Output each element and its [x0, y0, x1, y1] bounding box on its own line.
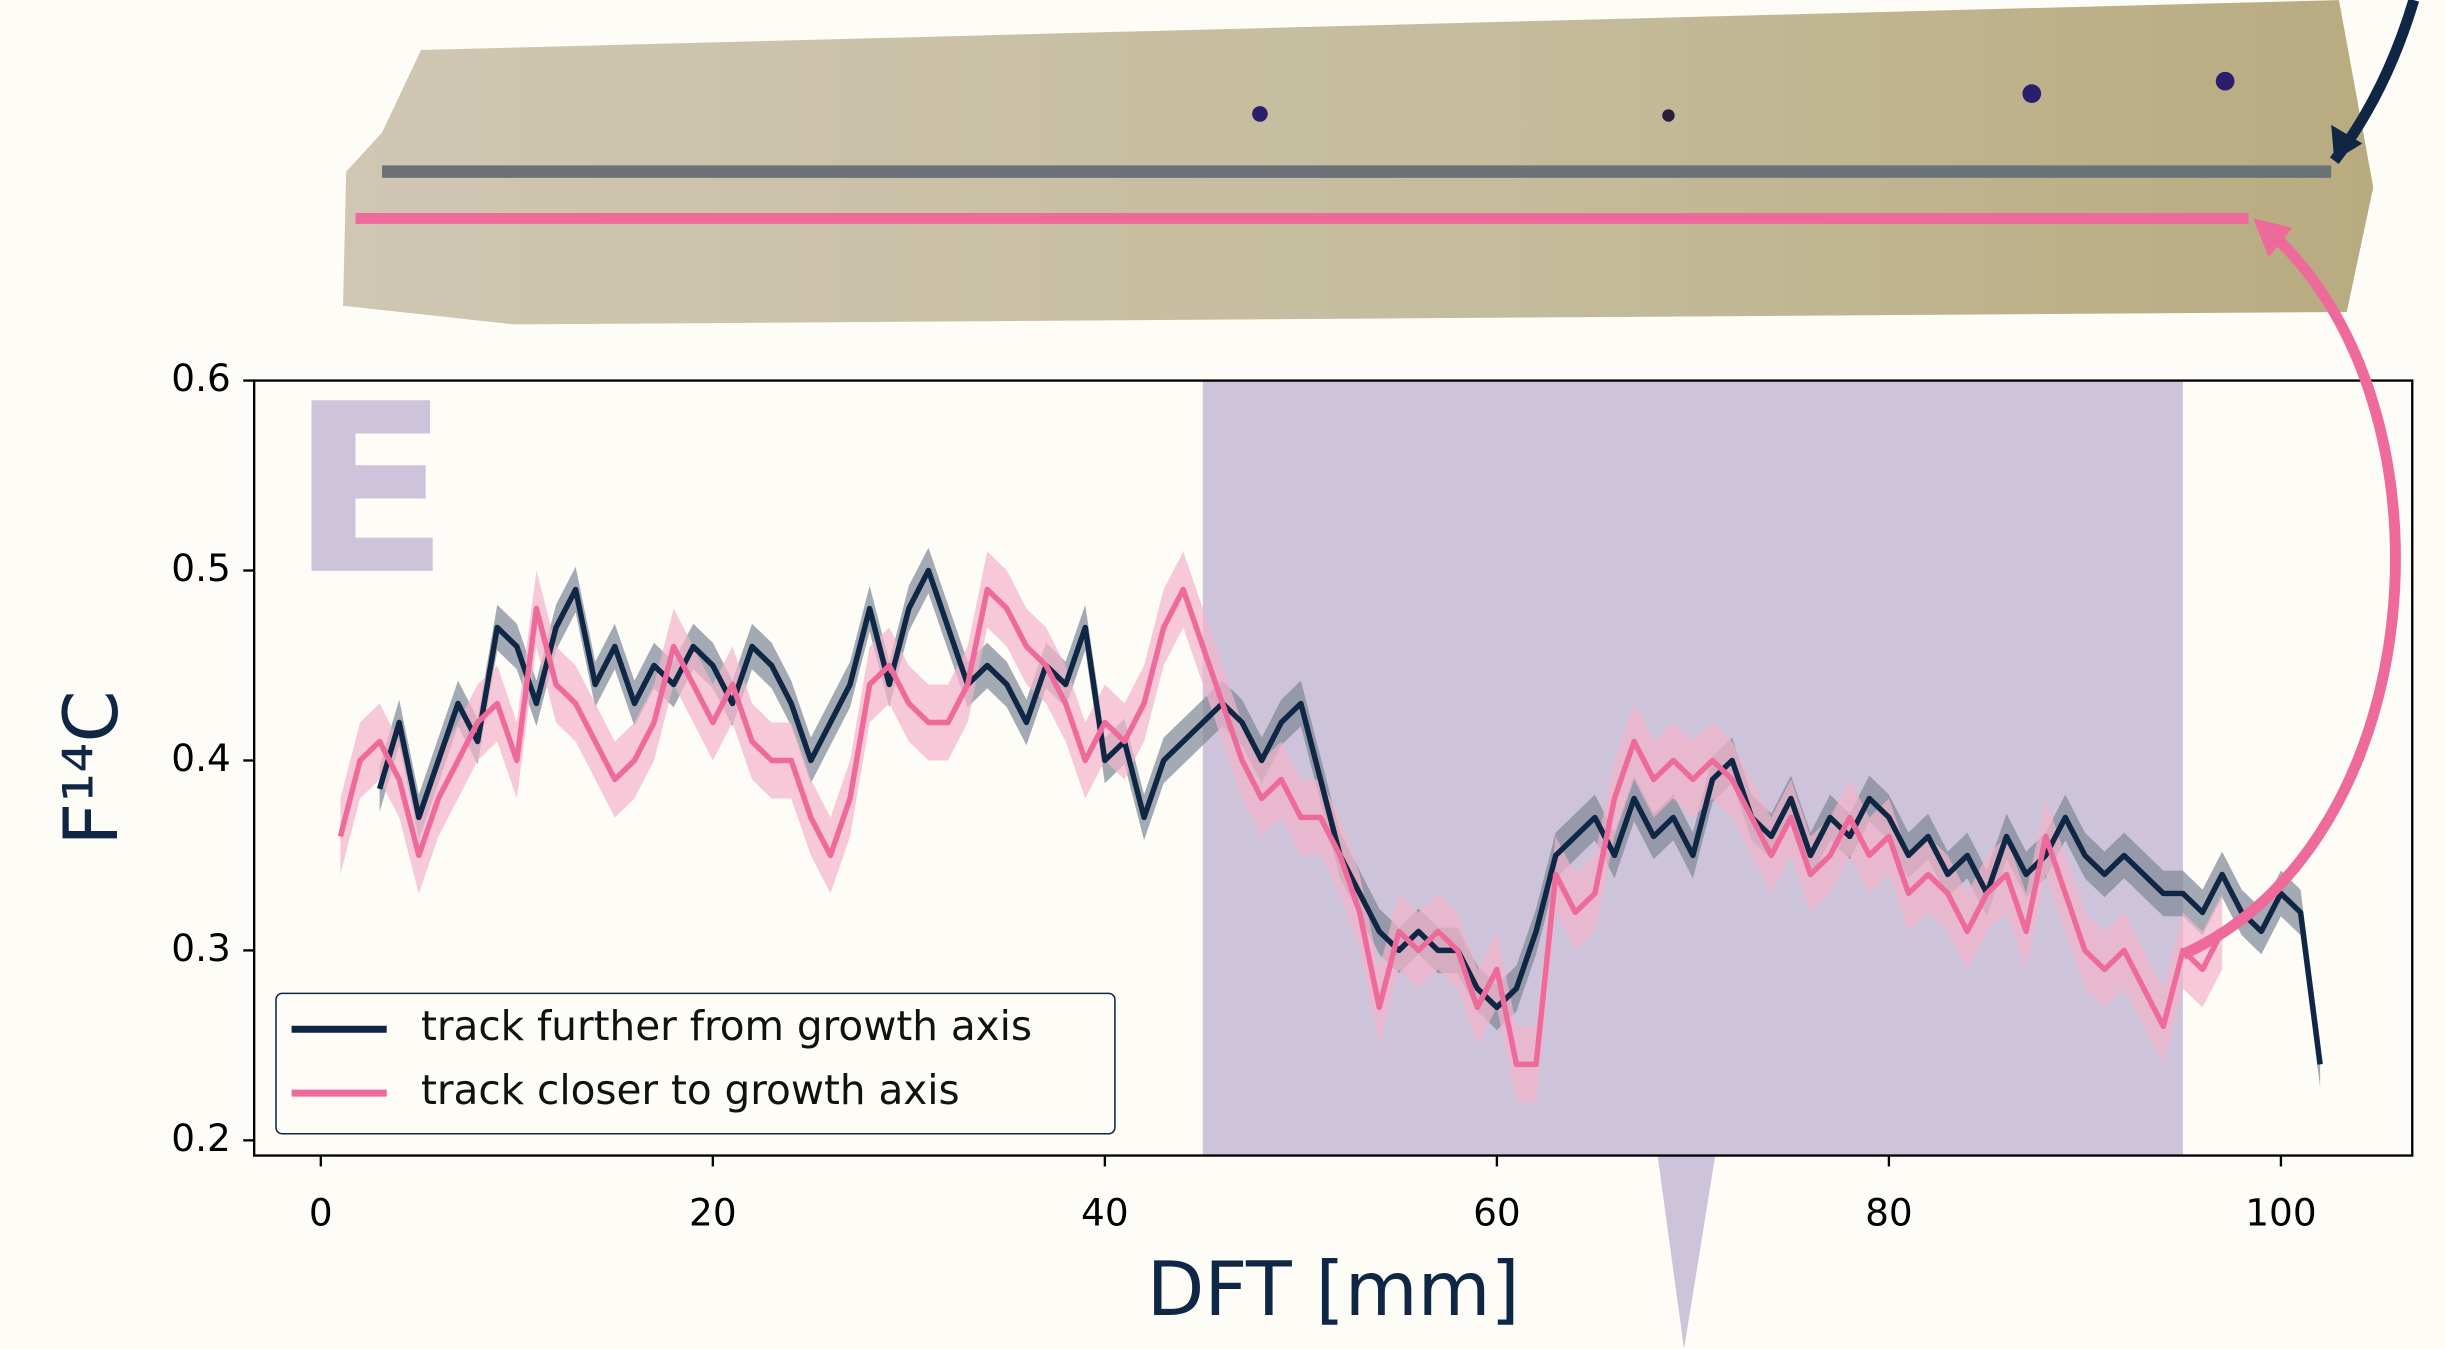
y-tick-label: 0.3 — [171, 926, 230, 970]
drill-mark — [1252, 106, 1268, 122]
x-tick-label: 80 — [1865, 1190, 1913, 1234]
drill-mark — [2216, 72, 2235, 91]
y-axis-label: F¹⁴C — [48, 690, 135, 845]
y-tick-label: 0.5 — [171, 546, 230, 590]
sample-photo — [343, 0, 2373, 324]
x-tick-label: 100 — [2245, 1190, 2316, 1234]
y-tick-label: 0.6 — [171, 356, 230, 400]
legend-label: track further from growth axis — [421, 1002, 1032, 1050]
y-tick-label: 0.2 — [171, 1116, 230, 1160]
x-tick-label: 20 — [689, 1190, 737, 1234]
figure: E 0 20 40 60 80 100 0.2 0.3 0.4 0.5 0.6 DFT [mm] F¹⁴C… — [0, 0, 2445, 1349]
x-tick-label: 40 — [1081, 1190, 1129, 1234]
x-tick-label: 60 — [1473, 1190, 1521, 1234]
x-tick-label: 0 — [309, 1190, 333, 1234]
x-axis-label: DFT [mm] — [1147, 1246, 1520, 1333]
legend-label: track closer to growth axis — [421, 1066, 960, 1114]
y-tick-label: 0.4 — [171, 736, 230, 780]
page: E 0 20 40 60 80 100 0.2 0.3 0.4 0.5 0.6 DFT [mm] F¹⁴C… — [0, 0, 2445, 1349]
panel-label: E — [290, 355, 450, 627]
drill-mark — [2022, 84, 2041, 103]
drill-mark — [1662, 109, 1674, 121]
stalagmite-slab — [343, 0, 2373, 324]
